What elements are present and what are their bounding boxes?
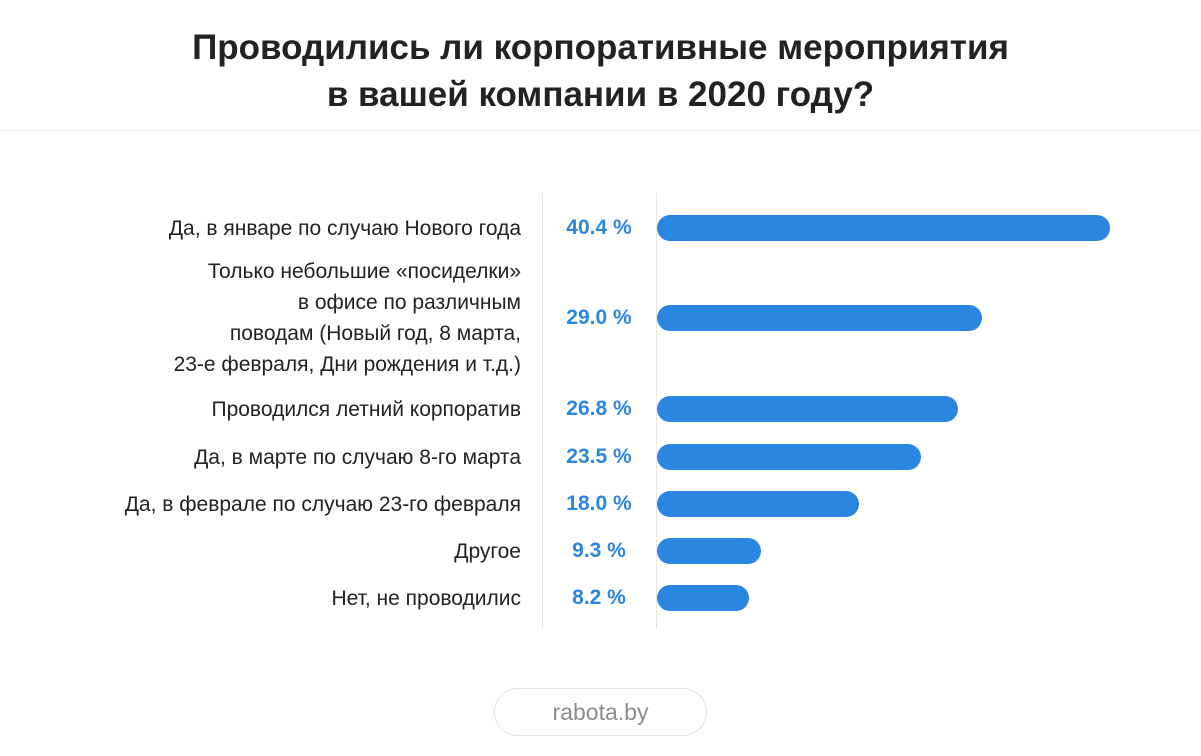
value-label: 18.0 % (566, 492, 632, 515)
chart-title-line-1: Проводились ли корпоративные мероприятия (192, 28, 1009, 67)
value-label: 9.3 % (572, 539, 626, 562)
watermark-text: rabota.by (552, 699, 649, 725)
category-label-line: Да, в феврале по случаю 23-го февраля (124, 492, 521, 516)
value-column-left-rule (542, 193, 543, 629)
value-label: 8.2 % (572, 586, 626, 609)
bar (657, 491, 859, 517)
category-label-line: Нет, не проводилис (331, 586, 521, 610)
header-divider (0, 130, 1201, 131)
value-label: 40.4 % (566, 216, 632, 239)
bar (657, 215, 1110, 241)
category-label: Нет, не проводилис (1, 583, 521, 614)
category-label: Другое (1, 536, 521, 567)
category-label: Да, в январе по случаю Нового года (1, 213, 521, 244)
bar (657, 396, 958, 422)
category-label-line: Другое (454, 539, 521, 563)
category-label-line: в офисе по различным (297, 291, 521, 314)
value-label: 26.8 % (566, 397, 632, 420)
watermark-badge: rabota.by (494, 688, 707, 736)
category-label: Проводился летний корпоратив (1, 394, 521, 425)
bar (657, 305, 982, 331)
category-label-line: Да, в январе по случаю Нового года (168, 216, 521, 240)
value-label: 29.0 % (566, 306, 632, 329)
category-label: Да, в марте по случаю 8-го марта (1, 442, 521, 473)
category-label-line: поводам (Новый год, 8 марта, (229, 322, 521, 345)
bar (657, 538, 761, 564)
chart-title-line-2: в вашей компании в 2020 году? (326, 75, 875, 114)
bar (657, 444, 921, 470)
category-label: Да, в феврале по случаю 23-го февраля (1, 489, 521, 520)
chart-title: Проводились ли корпоративные мероприятия… (0, 24, 1201, 118)
category-label-line: Да, в марте по случаю 8-го марта (194, 445, 521, 469)
category-label-line: Проводился летний корпоратив (211, 397, 521, 421)
value-label: 23.5 % (566, 445, 632, 468)
category-label-line: Только небольшие «посиделки» (207, 260, 521, 283)
bar-baseline-axis (656, 193, 657, 629)
category-label: Только небольшие «посиделки» в офисе по р… (1, 256, 521, 380)
category-label-line: 23-е февраля, Дни рождения и т.д.) (173, 353, 521, 376)
bar (657, 585, 749, 611)
